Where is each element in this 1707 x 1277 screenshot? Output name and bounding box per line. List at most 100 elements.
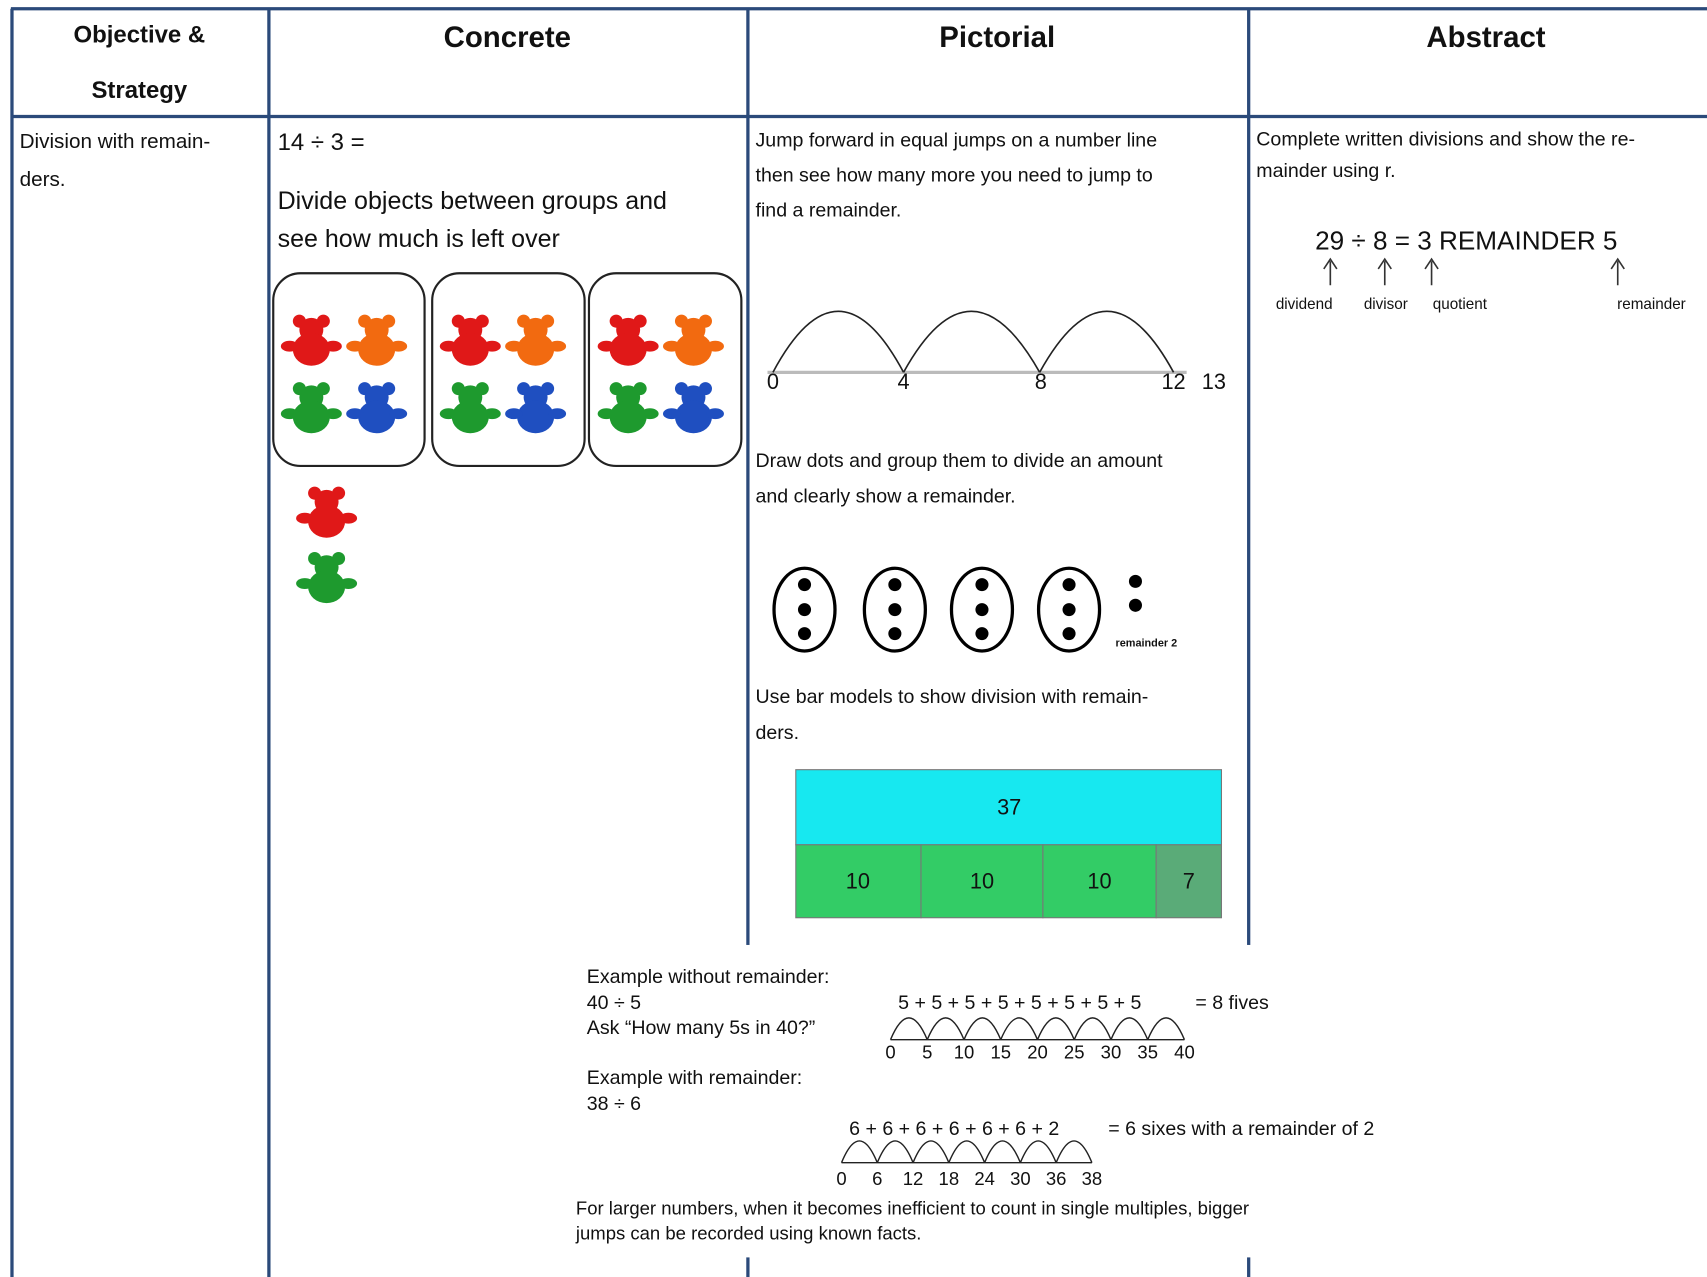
dot [888,603,902,617]
bear [292,400,330,434]
number-label: 35 [1137,1042,1158,1063]
bar-label: 10 [970,869,994,894]
text: Divide objects between groups and [278,187,667,215]
bear [439,340,458,352]
bear [324,408,342,420]
text: 6 + 6 + 6 + 6 + 6 + 6 + 2 [849,1118,1059,1140]
text: Example without remainder: [587,966,830,988]
text: Jump forward in equal jumps on a number … [756,130,1158,152]
bear [517,333,555,366]
text: ders. [756,722,800,744]
text: Division with remain- [20,130,211,153]
bear [641,340,659,352]
bear [339,512,358,524]
number-label: 8 [1035,369,1047,394]
dot [797,627,812,641]
text: 40 ÷ 5 [587,992,641,1014]
bear [280,408,299,420]
bear [358,400,396,434]
dot [1062,603,1076,617]
bear [609,333,647,366]
dot [1128,574,1142,588]
dot [1062,578,1076,592]
bar-model [795,769,1223,919]
bear [641,408,659,420]
bear [346,340,364,352]
text: 14 ÷ 3 = [278,129,365,156]
number-label: 30 [1101,1042,1122,1063]
oval [862,566,927,653]
bar-label: 37 [997,795,1021,820]
bear [505,340,523,352]
bear [451,333,489,366]
example-number-lines [840,1017,1186,1164]
number-label: 25 [1064,1042,1085,1063]
header: Concrete [444,21,571,54]
dot [797,603,812,617]
table-grid [10,7,1707,1277]
number-label: 4 [898,369,910,394]
header: Abstract [1426,21,1545,54]
oval [772,566,837,653]
text: remainder [1617,296,1686,313]
bear [674,400,712,434]
number-label: 30 [1010,1168,1031,1189]
bear [517,400,555,434]
bear [280,340,299,352]
text: jumps can be recorded using known facts. [575,1222,922,1243]
jumps [889,1017,1186,1040]
text: see how much is left over [278,225,560,253]
text: divisor [1364,296,1408,313]
text: Complete written divisions and show the … [1256,129,1635,151]
bear [296,578,314,589]
dot-groups [772,566,1142,653]
bear [674,333,712,366]
dot [975,627,989,641]
number-label: 12 [903,1168,924,1189]
number-label: 24 [974,1168,995,1189]
dot [888,578,902,592]
bear [706,408,724,420]
bear [548,340,567,352]
oval [949,566,1015,653]
text: 29 ÷ 8 = 3 REMAINDER 5 [1315,226,1617,256]
number-label: 20 [1027,1042,1048,1063]
bear [308,505,346,538]
number-label: 38 [1082,1168,1103,1189]
bear [296,512,314,524]
text: Example with remainder: [587,1067,802,1089]
number-label: 12 [1161,369,1185,394]
text: Draw dots and group them to divide an am… [756,450,1164,472]
bear [609,400,647,434]
number-label: 40 [1174,1042,1195,1063]
oval [1036,566,1102,653]
dot [1062,627,1076,641]
text: = 8 fives [1195,992,1269,1014]
bear [292,333,330,366]
bear [597,408,616,420]
number-label: 18 [939,1168,960,1189]
text: 38 ÷ 6 [587,1093,641,1115]
bear [389,340,408,352]
dot [975,578,989,592]
number-line [767,310,1187,374]
bear [706,340,724,352]
text: = 6 sixes with a remainder of 2 [1108,1118,1374,1140]
dot [797,578,812,592]
bear [358,333,396,366]
number-label: 13 [1202,369,1226,394]
number-label: 6 [872,1168,882,1189]
bear [324,340,342,352]
number-label: 10 [954,1042,975,1063]
bear [339,578,358,589]
text: then see how many more you need to jump … [756,165,1153,187]
text: ders. [20,168,66,191]
number-label: 0 [885,1042,895,1063]
texts: Objective & Strategy Concrete Pictorial Abst… [20,21,1686,1243]
bear [346,408,364,420]
groups [272,272,743,468]
dot [975,603,989,617]
bear [597,340,616,352]
header: Strategy [91,77,187,104]
